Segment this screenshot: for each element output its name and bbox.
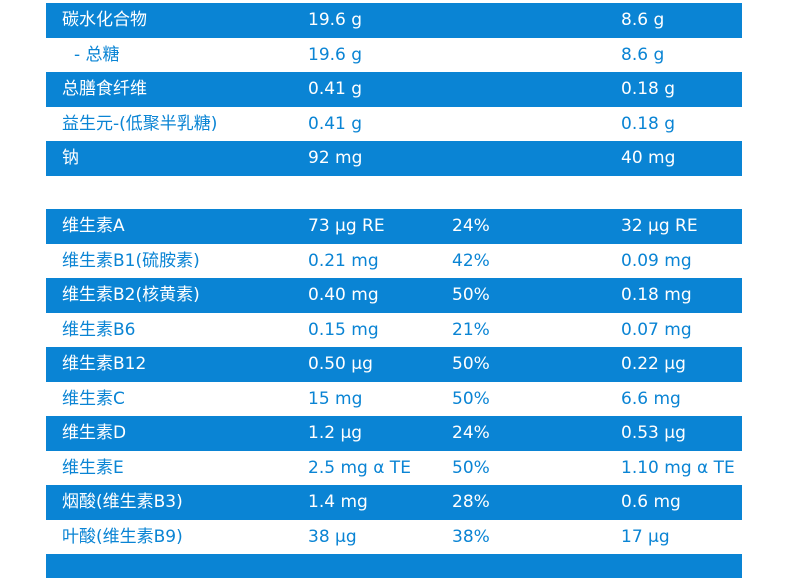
cell-per: 15 mg	[308, 388, 363, 409]
cell-nrv: 50%	[452, 285, 490, 305]
cell-serve: 8.6 g	[621, 10, 665, 30]
nutrition-table-macros: 碳水化合物 19.6 g 8.6 g - 总糖 19.6 g 8.6 g 总膳食纤维 0.41…	[46, 3, 742, 176]
cell-nrv: 50%	[452, 388, 490, 409]
cell-name: 维生素B12	[62, 354, 147, 374]
cell-nrv: 24%	[452, 216, 490, 236]
table-row: 益生元-(低聚半乳糖) 0.41 g 0.18 g	[46, 107, 742, 142]
cell-per: 0.50 µg	[308, 354, 373, 374]
cell-per: 19.6 g	[308, 44, 363, 65]
table-row: 维生素B12 0.50 µg 50% 0.22 µg	[46, 347, 742, 382]
cell-name: 总膳食纤维	[62, 79, 147, 99]
cell-serve: 0.07 mg	[621, 319, 692, 340]
cell-per: 1.4 mg	[308, 492, 368, 512]
cell-name: 维生素B1(硫胺素)	[62, 250, 200, 271]
cell-per: 0.15 mg	[308, 319, 379, 340]
cell-name: 钠	[62, 148, 79, 168]
table-row: 维生素D 1.2 µg 24% 0.53 µg	[46, 416, 742, 451]
table-row: 维生素B1(硫胺素) 0.21 mg 42% 0.09 mg	[46, 244, 742, 279]
cell-name: 维生素B6	[62, 319, 136, 340]
cell-nrv: 24%	[452, 423, 490, 443]
table-row: 叶酸(维生素B9) 38 µg 38% 17 µg	[46, 520, 742, 555]
cell-serve: 0.18 mg	[621, 285, 692, 305]
cell-serve: 1.10 mg α TE	[621, 457, 735, 478]
table-row: 维生素E 2.5 mg α TE 50% 1.10 mg α TE	[46, 451, 742, 486]
cell-serve: 0.18 g	[621, 79, 676, 99]
cell-serve: 6.6 mg	[621, 388, 681, 409]
cell-name: - 总糖	[74, 44, 120, 65]
cell-serve: 0.09 mg	[621, 250, 692, 271]
cell-per: 38 µg	[308, 526, 357, 547]
cell-per: 19.6 g	[308, 10, 363, 30]
table-row: 钠 92 mg 40 mg	[46, 141, 742, 176]
table-row: 烟酸(维生素B3) 1.4 mg 28% 0.6 mg	[46, 485, 742, 520]
cell-per: 92 mg	[308, 148, 363, 168]
cell-nrv: 50%	[452, 457, 490, 478]
cell-name: 叶酸(维生素B9)	[62, 526, 183, 547]
cell-nrv: 38%	[452, 526, 490, 547]
cell-serve: 0.22 µg	[621, 354, 686, 374]
cell-nrv: 21%	[452, 319, 490, 340]
cell-per: 73 µg RE	[308, 216, 385, 236]
table-row: 维生素C 15 mg 50% 6.6 mg	[46, 382, 742, 417]
cell-name: 维生素B2(核黄素)	[62, 285, 200, 305]
cell-per: 1.2 µg	[308, 423, 363, 443]
cell-nrv: 42%	[452, 250, 490, 271]
cell-nrv: 50%	[452, 354, 490, 374]
cell-name: 碳水化合物	[62, 10, 147, 30]
cell-name: 维生素A	[62, 216, 125, 236]
cell-name: 益生元-(低聚半乳糖)	[62, 113, 218, 134]
cell-per: 0.21 mg	[308, 250, 379, 271]
table-row: 维生素A 73 µg RE 24% 32 µg RE	[46, 209, 742, 244]
nutrition-table-vitamins: 维生素A 73 µg RE 24% 32 µg RE 维生素B1(硫胺素) 0.21 mg…	[46, 209, 742, 578]
table-row: 维生素B2(核黄素) 0.40 mg 50% 0.18 mg	[46, 278, 742, 313]
cell-serve: 8.6 g	[621, 44, 665, 65]
cell-per: 0.41 g	[308, 113, 363, 134]
cell-serve: 40 mg	[621, 148, 676, 168]
cell-serve: 0.18 g	[621, 113, 676, 134]
cell-serve: 0.53 µg	[621, 423, 686, 443]
cell-per: 2.5 mg α TE	[308, 457, 411, 478]
cell-name: 维生素E	[62, 457, 124, 478]
cell-name: 维生素D	[62, 423, 127, 443]
cell-nrv: 28%	[452, 492, 490, 512]
table-row: 总膳食纤维 0.41 g 0.18 g	[46, 72, 742, 107]
cell-serve: 32 µg RE	[621, 216, 698, 236]
cell-name: 维生素C	[62, 388, 125, 409]
table-row: 维生素B6 0.15 mg 21% 0.07 mg	[46, 313, 742, 348]
cell-name: 烟酸(维生素B3)	[62, 492, 183, 512]
table-row: 碳水化合物 19.6 g 8.6 g	[46, 3, 742, 38]
cell-serve: 0.6 mg	[621, 492, 681, 512]
cell-per: 0.41 g	[308, 79, 363, 99]
table-row	[46, 554, 742, 578]
table-row: - 总糖 19.6 g 8.6 g	[46, 38, 742, 73]
cell-per: 0.40 mg	[308, 285, 379, 305]
cell-serve: 17 µg	[621, 526, 670, 547]
